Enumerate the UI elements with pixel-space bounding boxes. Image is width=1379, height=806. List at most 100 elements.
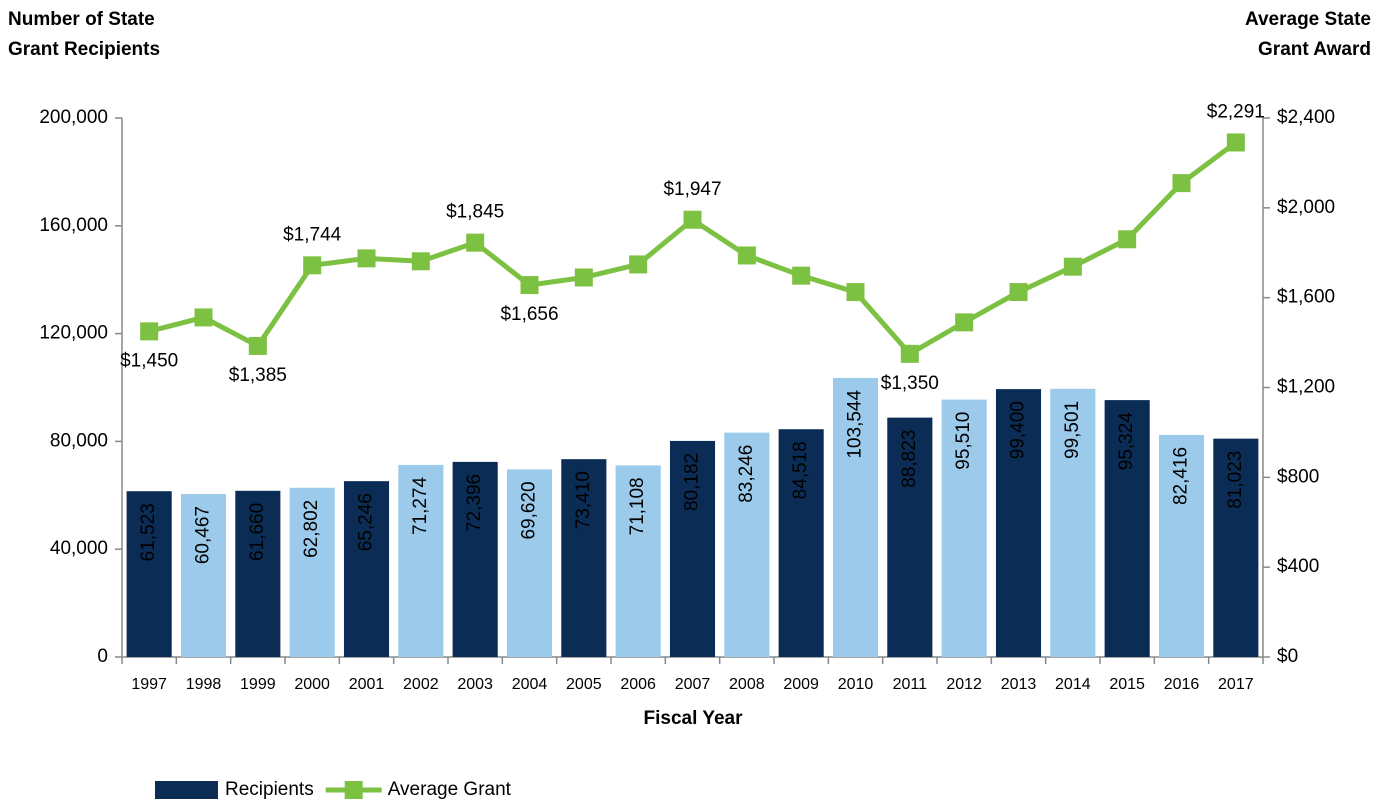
line-label: $1,450	[120, 350, 178, 371]
bar	[506, 469, 553, 657]
line-marker	[629, 255, 648, 274]
line-marker	[194, 308, 213, 327]
x-axis-title: Fiscal Year	[644, 708, 744, 729]
x-tick-label: 1999	[240, 676, 276, 693]
bar-label: 84,518	[790, 441, 811, 499]
x-tick-label: 2013	[1001, 676, 1037, 693]
line-marker	[1226, 133, 1245, 152]
line-marker	[1009, 283, 1028, 302]
bar-label: 69,620	[519, 481, 540, 539]
y2-tick-label: $2,400	[1277, 107, 1335, 128]
x-tick-label: 1998	[186, 676, 222, 693]
legend-swatch	[155, 781, 218, 799]
bar-label: 99,400	[1008, 401, 1029, 459]
x-tick-label: 2003	[457, 676, 493, 693]
bar	[343, 481, 390, 657]
y-axis-title: Number of State Grant Recipients	[8, 9, 161, 60]
line-label: $1,744	[283, 224, 342, 245]
line-label: $1,947	[663, 179, 721, 200]
bar	[669, 440, 716, 657]
line-label: $1,350	[881, 373, 939, 394]
line-label: $2,291	[1207, 101, 1265, 122]
line-marker	[683, 210, 702, 229]
bar-label: 99,501	[1062, 401, 1083, 459]
y2-tick-label: $400	[1277, 556, 1319, 577]
bar	[995, 389, 1042, 657]
bar-label: 81,023	[1225, 451, 1246, 509]
x-tick-label: 2000	[294, 676, 330, 693]
line-marker	[955, 313, 974, 332]
y-tick-label: 120,000	[39, 323, 108, 344]
line-marker	[792, 266, 811, 285]
bar	[1213, 438, 1259, 657]
line-marker	[357, 249, 376, 268]
bar-label: 60,467	[193, 506, 214, 564]
bar-label: 71,274	[410, 476, 431, 535]
x-tick-label: 2005	[566, 676, 602, 693]
x-tick-label: 2007	[675, 676, 711, 693]
bar	[778, 429, 824, 657]
x-tick-label: 2010	[838, 676, 874, 693]
x-tick-label: 2001	[349, 676, 385, 693]
bar-label: 95,510	[953, 412, 974, 470]
bar-label: 80,182	[682, 453, 703, 511]
y-tick-label: 160,000	[39, 215, 108, 236]
x-tick-label: 2017	[1218, 676, 1254, 693]
x-tick-label: 2012	[946, 676, 982, 693]
line-marker	[846, 283, 865, 302]
bar	[289, 487, 335, 657]
x-tick-label: 2009	[783, 676, 819, 693]
line-marker	[520, 276, 539, 295]
bar	[941, 399, 987, 657]
bar	[398, 464, 444, 657]
line-marker	[1063, 257, 1082, 276]
bar-label: 65,246	[356, 493, 377, 551]
bar-label: 95,324	[1116, 412, 1137, 471]
y-tick-label: 0	[97, 646, 108, 667]
bar-label: 71,108	[627, 477, 648, 535]
bar-label: 61,660	[247, 503, 268, 561]
line-marker	[466, 233, 485, 252]
bar	[180, 494, 227, 657]
line	[148, 140, 1238, 358]
x-tick-label: 2004	[512, 676, 548, 693]
bar-label: 73,410	[573, 471, 594, 529]
line-marker	[303, 256, 322, 275]
x-tick-label: 2006	[620, 676, 656, 693]
x-tick-label: 2002	[403, 676, 439, 693]
y2-tick-label: $1,200	[1277, 377, 1335, 398]
bar-label: 82,416	[1171, 447, 1192, 505]
line-marker	[574, 268, 593, 287]
line-marker	[1172, 174, 1191, 193]
line-label: $1,656	[500, 304, 558, 325]
line-marker	[737, 246, 756, 265]
bar-label: 62,802	[301, 500, 322, 558]
line-marker	[900, 344, 919, 363]
y2-tick-label: $800	[1277, 466, 1319, 487]
x-tick-label: 2015	[1109, 676, 1145, 693]
bar	[452, 461, 498, 657]
line-marker	[140, 322, 159, 341]
line-label: $1,385	[229, 365, 287, 386]
y2-axis-title: Average State Grant Award	[1244, 9, 1371, 60]
bar	[1104, 400, 1150, 657]
line-marker	[1118, 230, 1137, 249]
legend-swatch-marker	[344, 781, 363, 799]
x-tick-label: 2008	[729, 676, 765, 693]
y-tick-label: 40,000	[50, 538, 108, 559]
bar-label: 88,823	[899, 430, 920, 488]
bar	[1158, 434, 1205, 657]
bar	[235, 490, 281, 657]
legend-label: Recipients	[225, 779, 314, 800]
bar	[615, 465, 661, 657]
bar	[561, 459, 607, 657]
line-marker	[411, 252, 430, 271]
bar	[724, 432, 770, 657]
legend-label: Average Grant	[388, 779, 512, 800]
bar	[832, 377, 879, 657]
x-tick-label: 2011	[893, 676, 928, 693]
line-label: $1,845	[446, 202, 504, 223]
bar-label: 72,396	[464, 474, 485, 532]
